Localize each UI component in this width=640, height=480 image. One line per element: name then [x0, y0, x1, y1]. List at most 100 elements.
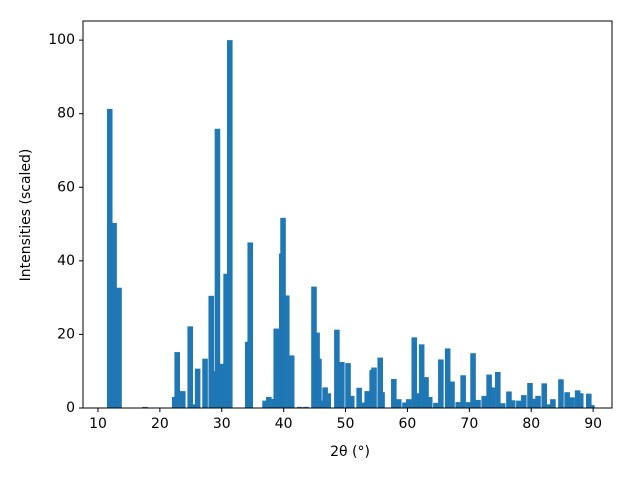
- bar: [535, 395, 541, 408]
- bar: [489, 387, 496, 408]
- bar: [194, 368, 201, 408]
- bar: [460, 375, 466, 408]
- bar: [465, 402, 472, 408]
- bar: [423, 377, 429, 408]
- bar: [516, 400, 522, 408]
- bar: [283, 295, 290, 408]
- bar: [470, 353, 476, 408]
- bar: [345, 363, 351, 408]
- y-tick-label: 60: [57, 179, 75, 195]
- bar: [356, 387, 362, 408]
- bar: [413, 393, 420, 408]
- plot-frame: [82, 20, 613, 409]
- bar: [202, 358, 208, 408]
- bar: [379, 392, 385, 408]
- bar: [418, 344, 425, 408]
- bar: [247, 242, 254, 408]
- bar: [589, 405, 595, 408]
- x-tick-label: 60: [399, 416, 417, 432]
- y-tick-label: 80: [57, 106, 75, 122]
- bar: [481, 395, 487, 408]
- bar: [179, 391, 186, 408]
- bar: [311, 286, 317, 408]
- bar: [495, 371, 501, 408]
- bar: [586, 393, 592, 408]
- bar: [189, 404, 196, 408]
- bar: [475, 399, 481, 408]
- bar: [569, 397, 575, 408]
- bar: [360, 402, 366, 408]
- bar: [577, 393, 584, 408]
- bar: [218, 363, 224, 408]
- bar: [322, 387, 328, 408]
- bar: [364, 391, 370, 408]
- bar: [402, 402, 408, 408]
- bar: [116, 287, 122, 408]
- bar: [377, 357, 383, 408]
- bar: [210, 371, 217, 408]
- bar: [262, 400, 268, 408]
- x-tick-label: 30: [213, 416, 231, 432]
- bar: [433, 402, 439, 408]
- y-axis-label: Intensities (scaled): [18, 149, 34, 282]
- bar: [541, 383, 548, 408]
- y-tick-label: 20: [57, 326, 75, 342]
- bar: [411, 337, 418, 408]
- bar: [303, 406, 309, 408]
- bar: [223, 273, 229, 408]
- bar: [558, 379, 564, 408]
- bar: [371, 367, 377, 408]
- bar: [296, 406, 303, 408]
- bar: [325, 393, 332, 408]
- bar: [339, 362, 345, 408]
- bar: [269, 398, 275, 408]
- bar: [348, 395, 355, 408]
- bar: [455, 402, 461, 408]
- x-tick-label: 20: [151, 416, 169, 432]
- bar: [334, 329, 340, 408]
- bar: [288, 355, 295, 408]
- bar: [574, 390, 581, 408]
- bar: [106, 108, 113, 408]
- bar: [316, 358, 322, 408]
- bar: [227, 40, 233, 409]
- bar: [444, 348, 451, 408]
- bar: [449, 381, 455, 408]
- bar: [395, 399, 402, 408]
- y-tick-label: 40: [57, 253, 75, 269]
- bar: [438, 359, 444, 408]
- bar: [391, 378, 397, 408]
- bar: [273, 328, 280, 408]
- bar: [506, 391, 512, 408]
- x-tick-label: 50: [337, 416, 355, 432]
- bar: [405, 399, 412, 408]
- bar: [509, 400, 516, 408]
- bar: [486, 374, 492, 408]
- x-tick-label: 10: [89, 416, 107, 432]
- bar: [142, 406, 148, 408]
- bar: [426, 396, 433, 408]
- x-tick-label: 90: [584, 416, 602, 432]
- bar: [187, 326, 193, 408]
- x-tick-label: 80: [522, 416, 540, 432]
- bar: [527, 382, 533, 408]
- bar: [111, 222, 117, 408]
- x-tick-label: 40: [275, 416, 293, 432]
- x-tick-label: 70: [460, 416, 478, 432]
- bar: [266, 396, 272, 408]
- bar: [174, 352, 180, 408]
- bar: [521, 395, 527, 408]
- bar: [214, 128, 221, 408]
- bar: [499, 403, 506, 408]
- y-tick-label: 0: [66, 400, 75, 416]
- bar: [564, 392, 570, 408]
- bar: [550, 399, 556, 408]
- bar: [319, 400, 325, 408]
- y-tick-label: 100: [48, 32, 75, 48]
- bar: [280, 217, 286, 408]
- bar: [530, 398, 537, 408]
- bar: [546, 404, 552, 408]
- bar: [208, 295, 215, 408]
